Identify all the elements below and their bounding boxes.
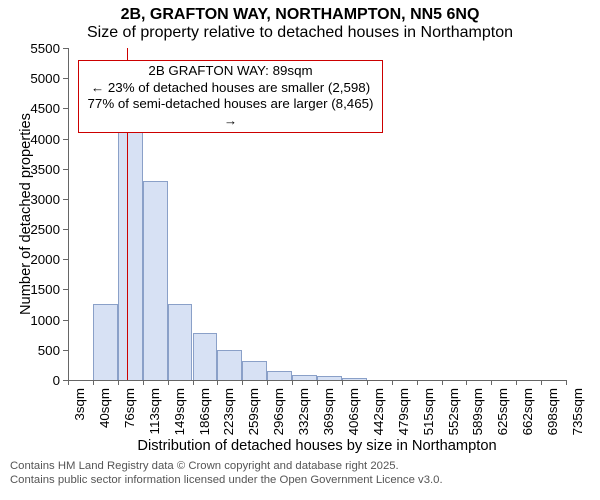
x-tick [68, 380, 69, 385]
y-tick-label: 4000 [0, 132, 60, 147]
x-tick-label: 698sqm [545, 388, 560, 448]
y-tick [63, 350, 68, 351]
y-tick [63, 108, 68, 109]
x-tick-label: 552sqm [446, 388, 461, 448]
annotation-line1: 2B GRAFTON WAY: 89sqm [83, 63, 378, 80]
y-tick [63, 78, 68, 79]
histogram-bar [193, 333, 218, 380]
x-tick [317, 380, 318, 385]
x-tick [541, 380, 542, 385]
y-tick [63, 139, 68, 140]
annotation-line3: 77% of semi-detached houses are larger (… [83, 96, 378, 129]
x-tick [168, 380, 169, 385]
chart-title-line2: Size of property relative to detached ho… [0, 24, 600, 42]
histogram-bar [342, 378, 367, 380]
x-tick-label: 149sqm [172, 388, 187, 448]
x-tick [217, 380, 218, 385]
x-tick [342, 380, 343, 385]
x-tick-label: 662sqm [520, 388, 535, 448]
y-tick-label: 500 [0, 343, 60, 358]
x-tick [143, 380, 144, 385]
histogram-bar [143, 181, 168, 380]
x-tick-label: 332sqm [296, 388, 311, 448]
histogram-bar [168, 304, 193, 380]
x-tick-label: 735sqm [570, 388, 585, 448]
y-tick-label: 3500 [0, 162, 60, 177]
histogram-bar [217, 350, 242, 380]
y-tick-label: 1500 [0, 282, 60, 297]
x-tick [118, 380, 119, 385]
x-tick-label: 186sqm [197, 388, 212, 448]
x-tick-label: 76sqm [122, 388, 137, 448]
y-tick [63, 199, 68, 200]
footer-credits: Contains HM Land Registry data © Crown c… [10, 460, 443, 487]
y-tick-label: 3000 [0, 192, 60, 207]
x-tick-label: 223sqm [221, 388, 236, 448]
histogram-bar [118, 116, 143, 380]
histogram-bar [317, 376, 342, 380]
x-tick [367, 380, 368, 385]
chart-container: 2B, GRAFTON WAY, NORTHAMPTON, NN5 6NQ Si… [0, 0, 600, 500]
x-tick-label: 40sqm [97, 388, 112, 448]
annotation-box: 2B GRAFTON WAY: 89sqm← 23% of detached h… [78, 60, 383, 133]
y-tick [63, 229, 68, 230]
y-tick [63, 169, 68, 170]
footer-line1: Contains HM Land Registry data © Crown c… [10, 460, 443, 474]
x-tick [566, 380, 567, 385]
histogram-bar [93, 304, 118, 380]
x-tick-label: 259sqm [246, 388, 261, 448]
y-tick-label: 4500 [0, 101, 60, 116]
x-tick-label: 296sqm [271, 388, 286, 448]
x-tick-label: 369sqm [321, 388, 336, 448]
y-tick-label: 5000 [0, 71, 60, 86]
histogram-bar [242, 361, 267, 380]
x-tick-label: 589sqm [470, 388, 485, 448]
x-tick [242, 380, 243, 385]
x-tick [491, 380, 492, 385]
footer-line2: Contains public sector information licen… [10, 474, 443, 488]
x-tick [193, 380, 194, 385]
x-tick [466, 380, 467, 385]
x-tick [417, 380, 418, 385]
y-tick [63, 320, 68, 321]
y-tick-label: 2500 [0, 222, 60, 237]
y-tick [63, 259, 68, 260]
histogram-bar [267, 371, 292, 380]
y-tick-label: 2000 [0, 252, 60, 267]
x-tick-label: 113sqm [147, 388, 162, 448]
x-tick-label: 406sqm [346, 388, 361, 448]
chart-title-line1: 2B, GRAFTON WAY, NORTHAMPTON, NN5 6NQ [0, 6, 600, 24]
x-tick [93, 380, 94, 385]
y-tick [63, 48, 68, 49]
y-axis-label: Number of detached properties [18, 48, 34, 380]
x-tick [392, 380, 393, 385]
y-tick-label: 5500 [0, 41, 60, 56]
x-tick-label: 442sqm [371, 388, 386, 448]
y-tick-label: 1000 [0, 313, 60, 328]
x-tick [267, 380, 268, 385]
x-tick-label: 479sqm [396, 388, 411, 448]
annotation-line2: ← 23% of detached houses are smaller (2,… [83, 80, 378, 97]
y-tick-label: 0 [0, 373, 60, 388]
x-tick-label: 515sqm [421, 388, 436, 448]
x-axis-label: Distribution of detached houses by size … [68, 438, 566, 454]
x-tick-label: 3sqm [72, 388, 87, 448]
x-tick-label: 625sqm [495, 388, 510, 448]
x-tick [516, 380, 517, 385]
histogram-bar [292, 375, 317, 380]
y-tick [63, 289, 68, 290]
x-tick [442, 380, 443, 385]
x-tick [292, 380, 293, 385]
